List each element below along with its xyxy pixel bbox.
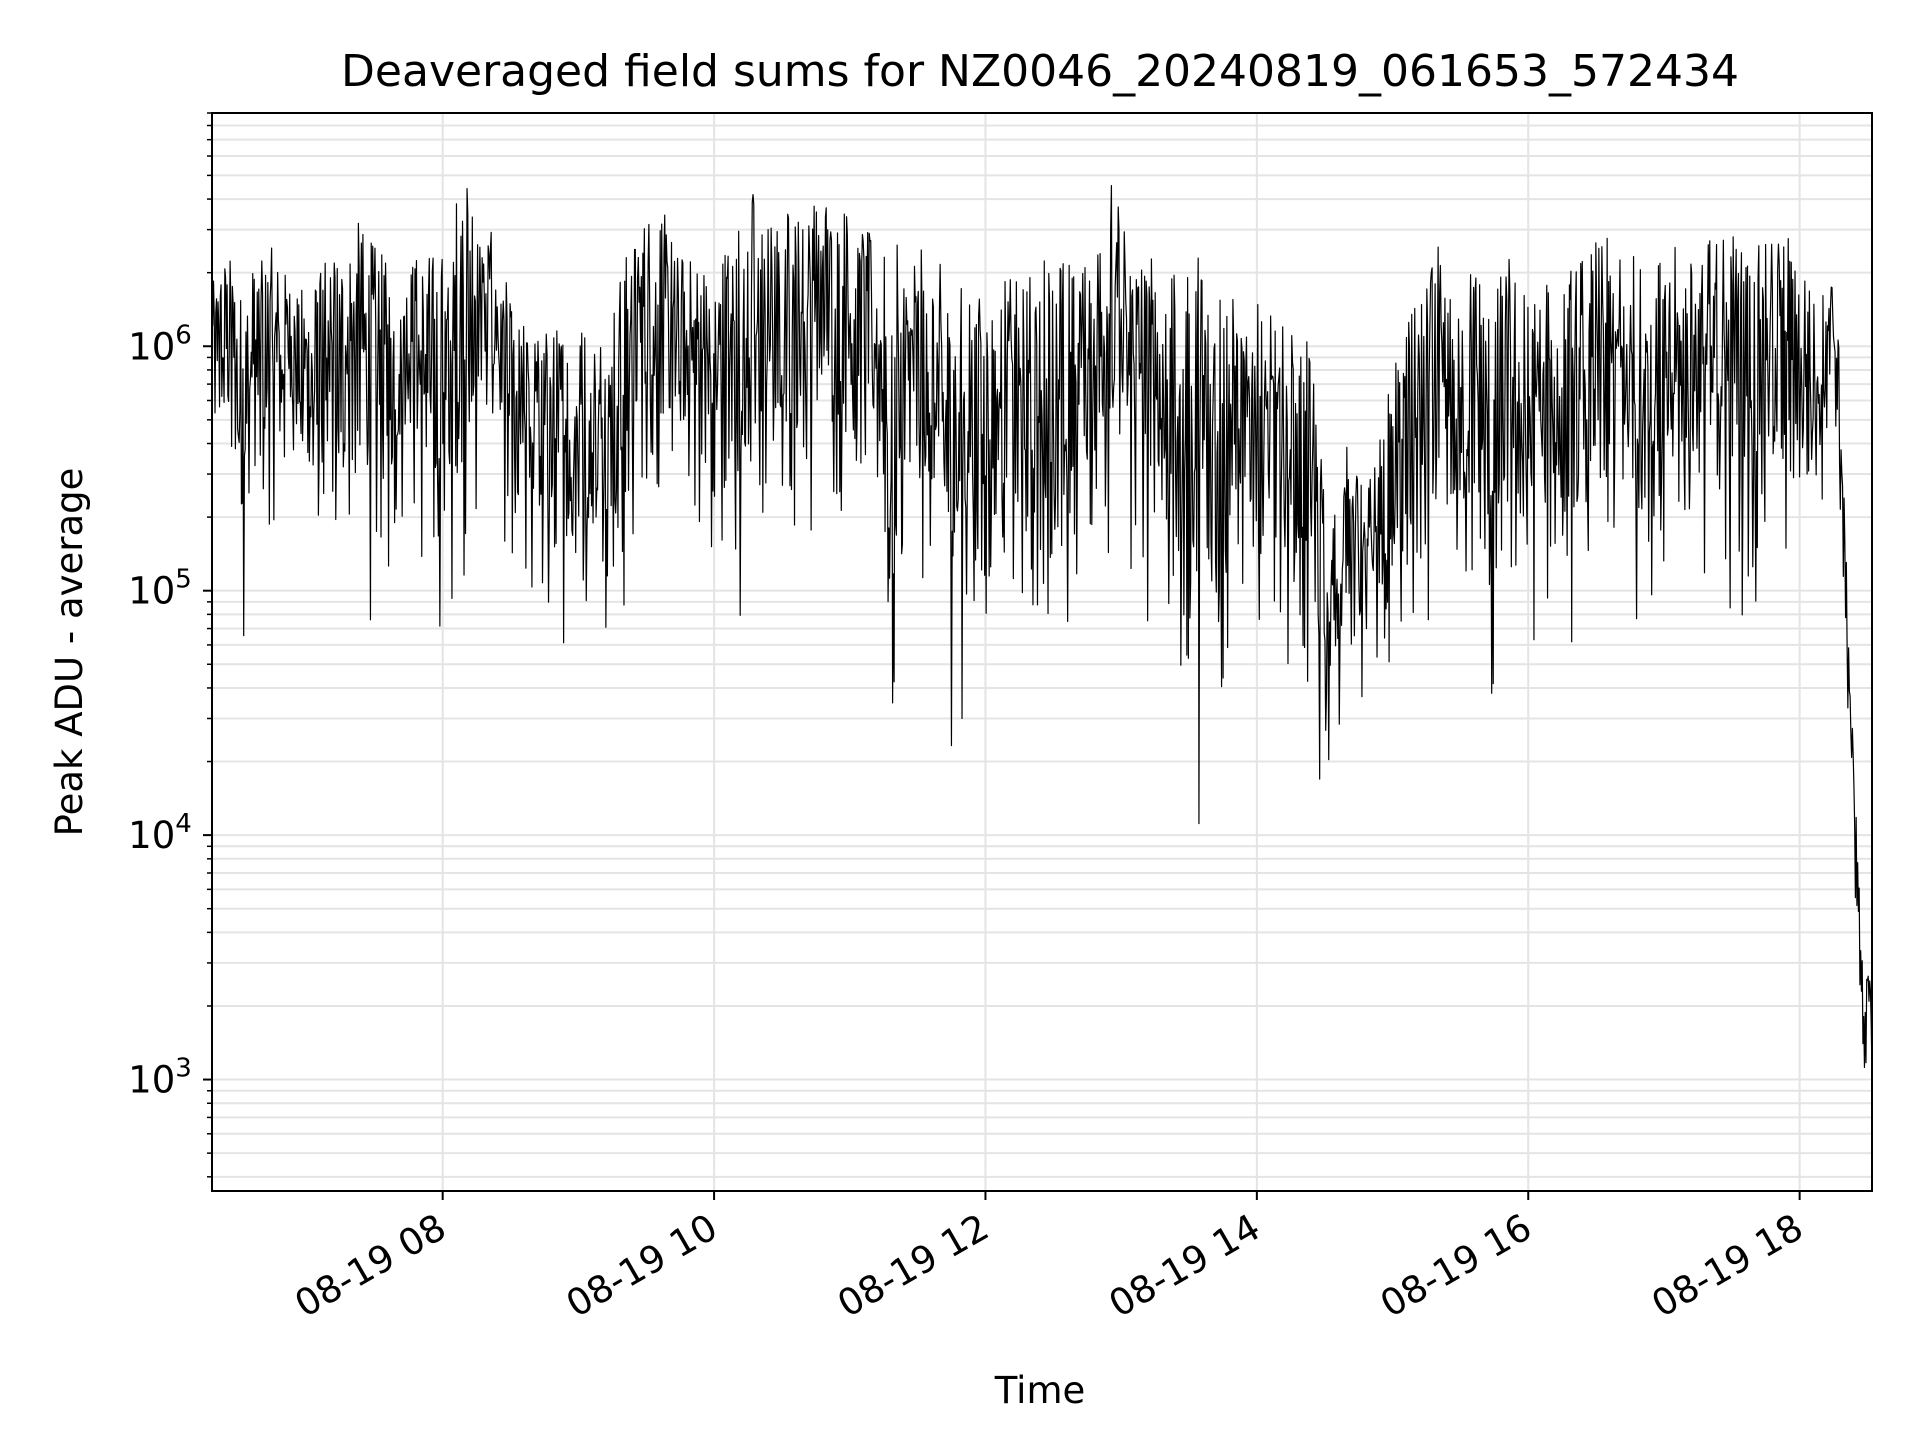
plot-frame <box>211 112 1873 1192</box>
grid <box>212 112 1872 1191</box>
x-axis-label: Time <box>994 1369 1086 1412</box>
y-tick-label: 104 <box>128 809 192 857</box>
y-tick-label: 106 <box>128 320 192 368</box>
chart-title: Deaveraged field sums for NZ0046_2024081… <box>341 46 1739 97</box>
series-group <box>211 185 1873 1078</box>
y-axis-label: Peak ADU - average <box>48 468 91 837</box>
y-tick-label: 105 <box>128 565 192 613</box>
y-tick-label: 103 <box>128 1054 192 1102</box>
series-line <box>211 185 1873 1078</box>
